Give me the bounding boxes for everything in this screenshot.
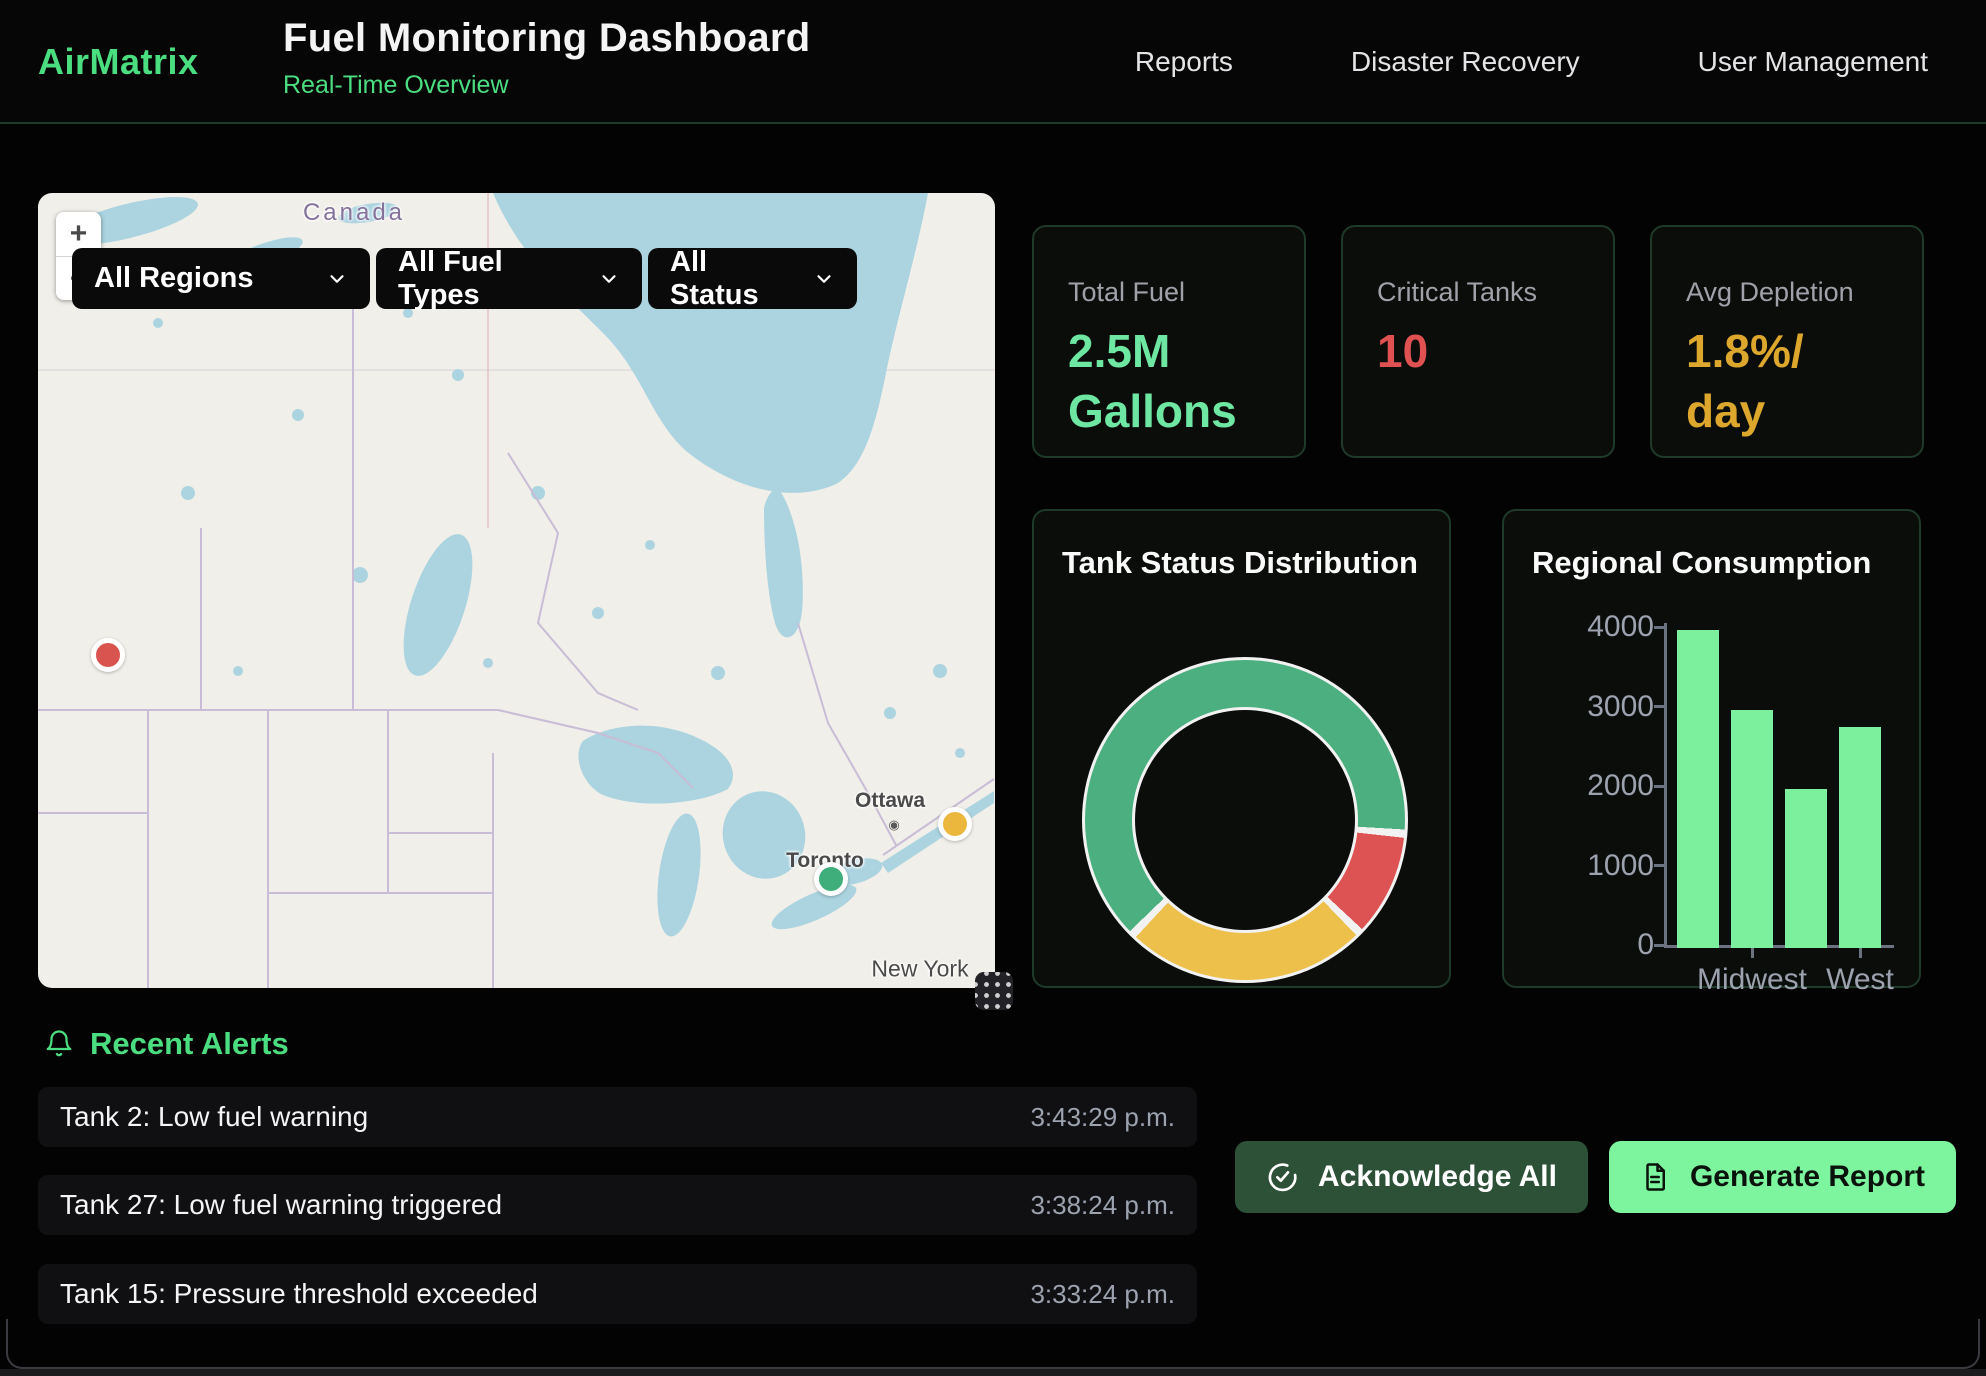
x-tick-mark	[1751, 948, 1754, 958]
stat-label: Avg Depletion	[1686, 277, 1888, 308]
tank-status-donut-chart	[1082, 657, 1408, 983]
y-tick-mark	[1654, 785, 1664, 788]
generate-report-button[interactable]: Generate Report	[1609, 1141, 1956, 1213]
tank-marker-normal[interactable]	[814, 862, 848, 896]
dashboard-page: AirMatrix Fuel Monitoring Dashboard Real…	[0, 0, 1986, 1376]
page-title: Fuel Monitoring Dashboard	[283, 16, 810, 61]
y-tick-mark	[1654, 705, 1664, 708]
ottawa-town-icon: ◉	[888, 817, 899, 833]
y-tick-label: 3000	[1564, 690, 1654, 724]
stat-card-critical-tanks: Critical Tanks 10	[1341, 225, 1615, 458]
bars	[1677, 630, 1881, 948]
status-filter-value: All Status	[670, 246, 779, 312]
y-tick-mark	[1654, 944, 1664, 947]
main-nav: Reports Disaster Recovery User Managemen…	[1135, 0, 1928, 124]
bell-icon	[44, 1029, 74, 1059]
nav-item-disaster-recovery[interactable]: Disaster Recovery	[1351, 46, 1580, 78]
check-circle-icon	[1266, 1161, 1298, 1193]
page-subtitle: Real-Time Overview	[283, 71, 810, 100]
stat-label: Critical Tanks	[1377, 277, 1579, 308]
lake-erie	[767, 876, 862, 937]
map-filters: All Regions All Fuel Types All Status	[72, 248, 857, 309]
chevron-down-icon	[326, 268, 348, 290]
stat-value: 10	[1377, 322, 1579, 382]
y-tick-label: 4000	[1564, 610, 1654, 644]
city-label-ottawa: Ottawa	[855, 789, 925, 813]
chevron-down-icon	[813, 268, 835, 290]
fuel-map[interactable]: Canada Ottawa ◉ Toronto New York + − All…	[38, 193, 995, 988]
brand-logo: AirMatrix	[38, 0, 199, 124]
recent-alerts-title: Recent Alerts	[90, 1026, 289, 1062]
tank-status-chart-card: Tank Status Distribution	[1032, 509, 1451, 988]
lake-superior	[578, 726, 732, 804]
alert-time: 3:43:29 p.m.	[1030, 1102, 1175, 1133]
stat-value: 2.5M Gallons	[1068, 322, 1270, 442]
title-block: Fuel Monitoring Dashboard Real-Time Over…	[283, 16, 810, 100]
nav-item-reports[interactable]: Reports	[1135, 46, 1233, 78]
nav-item-user-management[interactable]: User Management	[1698, 46, 1928, 78]
recent-alerts-header: Recent Alerts	[44, 1026, 289, 1062]
regional-consumption-bar-chart: 01000200030004000MidwestWest	[1504, 511, 1923, 990]
alert-time: 3:33:24 p.m.	[1030, 1279, 1175, 1310]
y-tick-label: 2000	[1564, 769, 1654, 803]
lake-winnipeg	[389, 526, 486, 683]
tank-marker-critical[interactable]	[91, 638, 125, 672]
bar-series-0	[1677, 630, 1719, 948]
alert-row[interactable]: Tank 27: Low fuel warning triggered 3:38…	[38, 1175, 1197, 1235]
alert-text: Tank 15: Pressure threshold exceeded	[60, 1278, 538, 1310]
y-tick-label: 0	[1564, 928, 1654, 962]
stat-label: Total Fuel	[1068, 277, 1270, 308]
city-label-new-york: New York	[871, 956, 968, 983]
alert-row[interactable]: Tank 2: Low fuel warning 3:43:29 p.m.	[38, 1087, 1197, 1147]
lake-michigan	[651, 811, 708, 939]
donut-hole	[1135, 710, 1355, 930]
country-label: Canada	[303, 199, 405, 227]
lake-huron	[711, 780, 816, 889]
status-filter-select[interactable]: All Status	[648, 248, 857, 309]
fuel-filter-value: All Fuel Types	[398, 246, 564, 312]
hudson-bay	[493, 193, 928, 493]
regional-consumption-chart-card: Regional Consumption 01000200030004000Mi…	[1502, 509, 1921, 988]
chart-title: Tank Status Distribution	[1062, 545, 1421, 581]
region-filter-select[interactable]: All Regions	[72, 248, 370, 309]
map-resize-handle[interactable]	[975, 972, 1013, 1010]
alert-row[interactable]: Tank 15: Pressure threshold exceeded 3:3…	[38, 1264, 1197, 1324]
chevron-down-icon	[598, 268, 620, 290]
region-filter-value: All Regions	[94, 262, 254, 295]
y-tick-mark	[1654, 864, 1664, 867]
alert-text: Tank 27: Low fuel warning triggered	[60, 1189, 502, 1221]
bottom-strip	[0, 1369, 1986, 1376]
acknowledge-all-button[interactable]: Acknowledge All	[1235, 1141, 1588, 1213]
bar-Midwest	[1731, 710, 1773, 949]
tank-marker-warning[interactable]	[938, 807, 972, 841]
content-container-border	[6, 1319, 1980, 1369]
fuel-type-filter-select[interactable]: All Fuel Types	[376, 248, 642, 309]
bar-West	[1839, 727, 1881, 948]
bar-series-2	[1785, 789, 1827, 948]
james-bay	[764, 488, 803, 637]
alert-text: Tank 2: Low fuel warning	[60, 1101, 368, 1133]
stat-card-total-fuel: Total Fuel 2.5M Gallons	[1032, 225, 1306, 458]
x-tick-mark	[1859, 948, 1862, 958]
header: AirMatrix Fuel Monitoring Dashboard Real…	[0, 0, 1986, 124]
stat-value: 1.8%/ day	[1686, 322, 1888, 442]
x-tick-label: West	[1826, 963, 1894, 997]
y-tick-mark	[1654, 626, 1664, 629]
file-text-icon	[1640, 1162, 1670, 1192]
y-tick-label: 1000	[1564, 849, 1654, 883]
acknowledge-all-label: Acknowledge All	[1318, 1160, 1557, 1194]
alert-time: 3:38:24 p.m.	[1030, 1190, 1175, 1221]
generate-report-label: Generate Report	[1690, 1160, 1925, 1194]
stat-card-avg-depletion: Avg Depletion 1.8%/ day	[1650, 225, 1924, 458]
x-tick-label: Midwest	[1697, 963, 1807, 997]
y-axis	[1664, 623, 1667, 948]
